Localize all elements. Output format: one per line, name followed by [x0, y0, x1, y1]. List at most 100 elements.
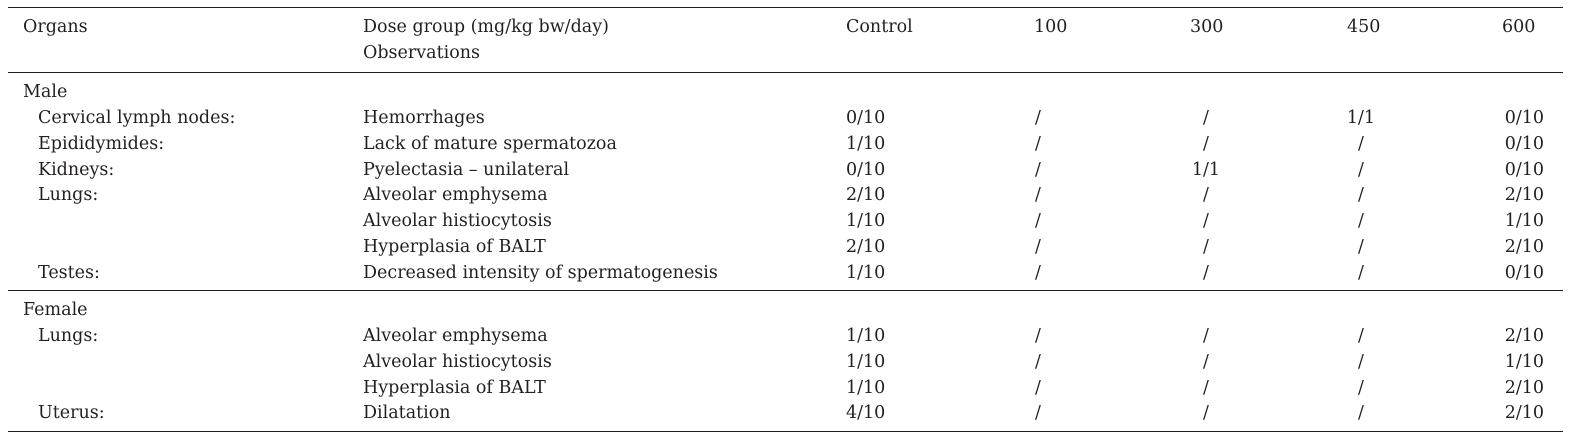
header-organs: Organs: [23, 17, 88, 37]
sex-label: Male: [23, 82, 68, 102]
table-row: Kidneys: Pyelectasia – unilateral 0/10 /…: [0, 160, 1575, 186]
dose-300-cell: /: [1203, 263, 1209, 283]
dose-450-cell: /: [1358, 403, 1364, 423]
organ-cell: Cervical lymph nodes:: [38, 108, 236, 128]
dose-100-cell: /: [1035, 352, 1041, 372]
organ-cell: Lungs:: [38, 326, 99, 346]
table-row: Epididymides: Lack of mature spermatozoa…: [0, 134, 1575, 160]
dose-300-cell: 1/1: [1191, 160, 1221, 180]
control-cell: 2/10: [846, 237, 886, 257]
dose-450-cell: /: [1358, 211, 1364, 231]
dose-100-cell: /: [1035, 403, 1041, 423]
dose-100-cell: /: [1035, 160, 1041, 180]
table-row: Alveolar histiocytosis 1/10 / / / 1/10: [0, 352, 1575, 378]
control-cell: 2/10: [846, 185, 886, 205]
bottom-rule: [8, 431, 1563, 433]
dose-450-cell: /: [1358, 185, 1364, 205]
sex-label: Female: [23, 300, 88, 320]
table-row: Hyperplasia of BALT 2/10 / / / 2/10: [0, 237, 1575, 263]
dose-300-cell: /: [1203, 326, 1209, 346]
dose-450-cell: /: [1358, 263, 1364, 283]
organ-cell: Testes:: [38, 263, 100, 283]
observation-cell: Hyperplasia of BALT: [363, 237, 546, 257]
dose-600-cell: 2/10: [1504, 185, 1544, 205]
section-label-male: Male: [0, 82, 1575, 108]
dose-600-cell: 2/10: [1504, 403, 1544, 423]
dose-450-cell: /: [1358, 134, 1364, 154]
section-rule: [8, 290, 1563, 291]
dose-300-cell: /: [1203, 403, 1209, 423]
dose-300-cell: /: [1203, 378, 1209, 398]
dose-300-cell: /: [1203, 211, 1209, 231]
observation-cell: Alveolar histiocytosis: [363, 211, 552, 231]
control-cell: 1/10: [846, 263, 886, 283]
dose-600-cell: 0/10: [1504, 263, 1544, 283]
control-cell: 1/10: [846, 134, 886, 154]
dose-100-cell: /: [1035, 108, 1041, 128]
observation-cell: Alveolar emphysema: [363, 326, 548, 346]
dose-600-cell: 2/10: [1504, 378, 1544, 398]
dose-100-cell: /: [1035, 378, 1041, 398]
table-row: Lungs: Alveolar emphysema 2/10 / / / 2/1…: [0, 185, 1575, 211]
dose-100-cell: /: [1035, 263, 1041, 283]
dose-450-cell: /: [1358, 378, 1364, 398]
dose-100-cell: /: [1035, 237, 1041, 257]
control-cell: 1/10: [846, 211, 886, 231]
dose-100-cell: /: [1035, 185, 1041, 205]
dose-600-cell: 2/10: [1504, 237, 1544, 257]
observation-cell: Decreased intensity of spermatogenesis: [363, 263, 718, 283]
control-cell: 0/10: [846, 160, 886, 180]
table-row: Hyperplasia of BALT 1/10 / / / 2/10: [0, 378, 1575, 404]
header-rule: [8, 72, 1563, 73]
dose-600-cell: 0/10: [1504, 108, 1544, 128]
observation-cell: Hemorrhages: [363, 108, 485, 128]
dose-600-cell: 2/10: [1504, 326, 1544, 346]
dose-450-cell: /: [1358, 160, 1364, 180]
dose-100-cell: /: [1035, 134, 1041, 154]
dose-300-cell: /: [1203, 108, 1209, 128]
organ-cell: Epididymides:: [38, 134, 165, 154]
dose-450-cell: /: [1358, 326, 1364, 346]
dose-450-cell: 1/1: [1346, 108, 1376, 128]
header-dose-group: Dose group (mg/kg bw/day): [363, 17, 609, 37]
dose-450-cell: /: [1358, 352, 1364, 372]
section-label-female: Female: [0, 300, 1575, 326]
observation-cell: Dilatation: [363, 403, 451, 423]
table-row: Lungs: Alveolar emphysema 1/10 / / / 2/1…: [0, 326, 1575, 352]
organ-cell: Kidneys:: [38, 160, 115, 180]
observation-cell: Alveolar histiocytosis: [363, 352, 552, 372]
table-row: Uterus: Dilatation 4/10 / / / 2/10: [0, 403, 1575, 429]
header-dose-600: 600: [1502, 17, 1536, 37]
organ-cell: Uterus:: [38, 403, 105, 423]
table-row: Alveolar histiocytosis 1/10 / / / 1/10: [0, 211, 1575, 237]
header-observations: Observations: [363, 43, 480, 63]
header-dose-100: 100: [1034, 17, 1068, 37]
dose-600-cell: 1/10: [1504, 352, 1544, 372]
header-dose-300: 300: [1190, 17, 1224, 37]
observation-cell: Alveolar emphysema: [363, 185, 548, 205]
dose-300-cell: /: [1203, 185, 1209, 205]
top-rule: [8, 7, 1563, 9]
control-cell: 1/10: [846, 378, 886, 398]
organ-cell: Lungs:: [38, 185, 99, 205]
control-cell: 4/10: [846, 403, 886, 423]
dose-300-cell: /: [1203, 352, 1209, 372]
header-dose-450: 450: [1347, 17, 1381, 37]
header-control: Control: [846, 17, 913, 37]
dose-600-cell: 0/10: [1504, 134, 1544, 154]
control-cell: 1/10: [846, 326, 886, 346]
observation-cell: Pyelectasia – unilateral: [363, 160, 570, 180]
dose-300-cell: /: [1203, 134, 1209, 154]
dose-600-cell: 1/10: [1504, 211, 1544, 231]
table-row: Testes: Decreased intensity of spermatog…: [0, 263, 1575, 289]
control-cell: 1/10: [846, 352, 886, 372]
control-cell: 0/10: [846, 108, 886, 128]
table-row: Cervical lymph nodes: Hemorrhages 0/10 /…: [0, 108, 1575, 134]
observation-cell: Lack of mature spermatozoa: [363, 134, 617, 154]
dose-600-cell: 0/10: [1504, 160, 1544, 180]
dose-100-cell: /: [1035, 211, 1041, 231]
dose-300-cell: /: [1203, 237, 1209, 257]
dose-100-cell: /: [1035, 326, 1041, 346]
observation-cell: Hyperplasia of BALT: [363, 378, 546, 398]
